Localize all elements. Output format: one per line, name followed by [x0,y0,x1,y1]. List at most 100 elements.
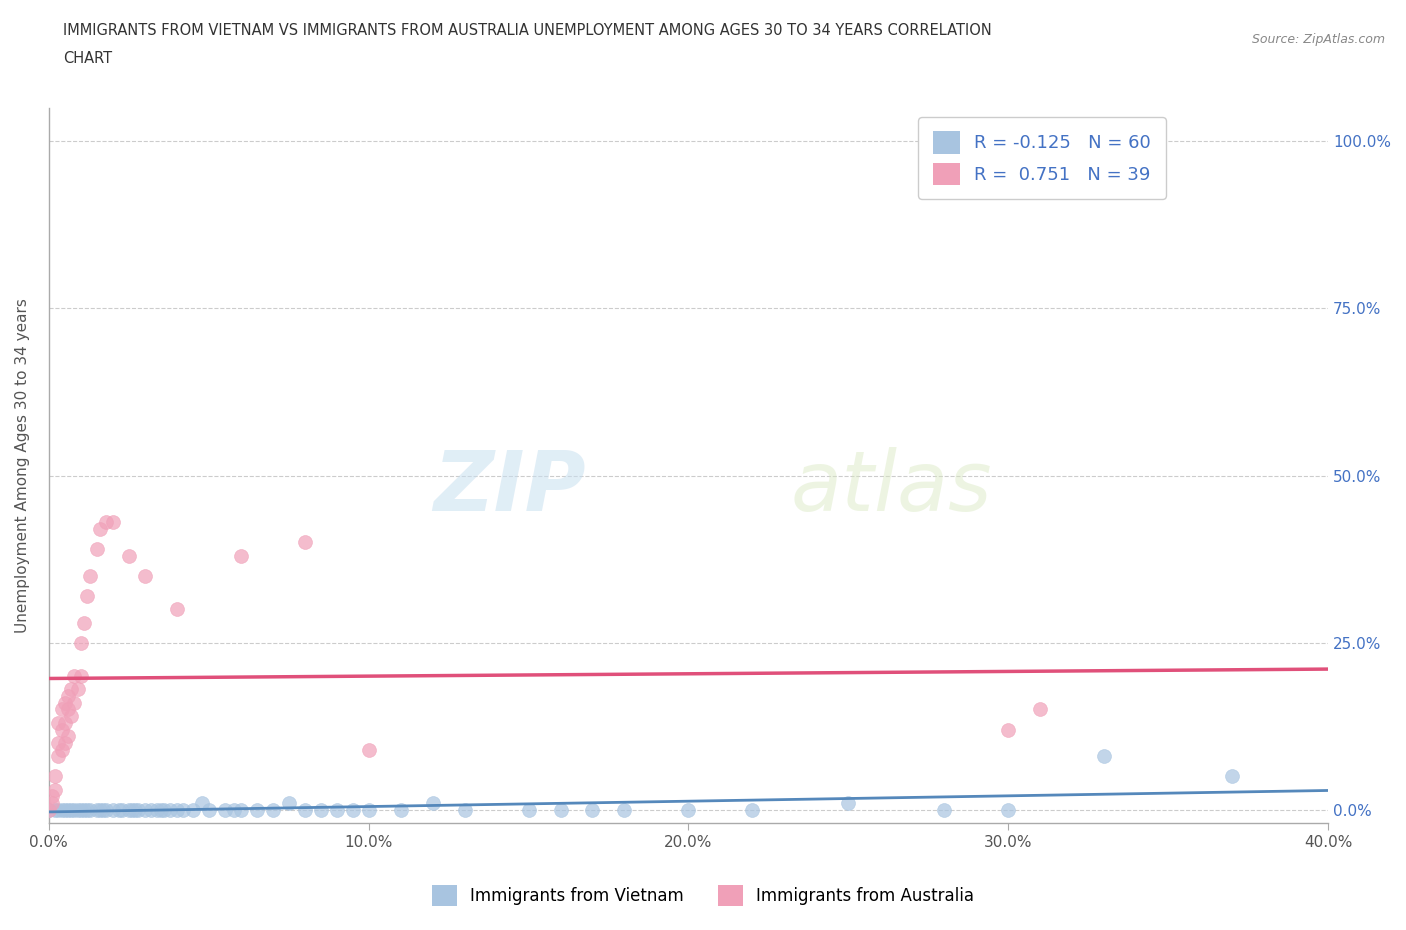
Point [422,795,444,810]
Point [741,803,763,817]
Point [86,803,108,817]
Point [934,803,956,817]
Point [389,803,412,817]
Text: atlas: atlas [790,446,993,527]
Text: CHART: CHART [63,51,112,66]
Point [41,795,63,810]
Point [357,803,380,817]
Point [1029,702,1052,717]
Point [89,522,111,537]
Point [118,549,141,564]
Point [44,803,66,817]
Legend: Immigrants from Vietnam, Immigrants from Australia: Immigrants from Vietnam, Immigrants from… [426,879,980,912]
Text: Source: ZipAtlas.com: Source: ZipAtlas.com [1251,33,1385,46]
Point [73,615,96,630]
Point [53,715,76,730]
Point [181,803,204,817]
Point [101,515,124,530]
Point [44,782,66,797]
Point [997,803,1019,817]
Point [89,803,111,817]
Point [79,803,101,817]
Point [1220,769,1243,784]
Point [56,689,79,704]
Y-axis label: Unemployment Among Ages 30 to 34 years: Unemployment Among Ages 30 to 34 years [15,299,30,633]
Point [46,715,69,730]
Point [46,736,69,751]
Point [56,702,79,717]
Point [262,803,284,817]
Text: ZIP: ZIP [433,446,586,527]
Point [60,803,83,817]
Point [56,803,79,817]
Point [1092,749,1115,764]
Point [124,803,146,817]
Point [96,803,118,817]
Point [229,549,252,564]
Point [96,515,118,530]
Point [997,722,1019,737]
Point [51,722,73,737]
Point [613,803,636,817]
Point [51,803,73,817]
Point [166,602,188,617]
Point [73,803,96,817]
Point [134,568,156,583]
Point [517,803,540,817]
Point [159,803,181,817]
Point [139,803,162,817]
Point [66,803,89,817]
Point [146,803,169,817]
Point [69,635,91,650]
Point [51,742,73,757]
Point [837,795,859,810]
Point [309,803,332,817]
Point [60,682,83,697]
Point [325,803,347,817]
Point [56,729,79,744]
Point [678,803,700,817]
Point [76,589,98,604]
Point [51,702,73,717]
Point [166,803,188,817]
Point [581,803,603,817]
Point [342,803,364,817]
Point [108,803,131,817]
Point [197,803,219,817]
Point [153,803,176,817]
Point [294,535,316,550]
Point [91,803,114,817]
Point [63,696,86,711]
Point [53,803,76,817]
Point [86,541,108,556]
Point [121,803,143,817]
Point [101,803,124,817]
Point [277,795,299,810]
Point [294,803,316,817]
Point [79,568,101,583]
Point [357,742,380,757]
Point [246,803,269,817]
Point [214,803,236,817]
Point [69,803,91,817]
Point [69,669,91,684]
Point [453,803,475,817]
Point [134,803,156,817]
Point [41,789,63,804]
Point [53,696,76,711]
Point [172,803,194,817]
Point [224,803,246,817]
Point [111,803,134,817]
Point [44,769,66,784]
Point [191,795,214,810]
Point [53,736,76,751]
Point [76,803,98,817]
Point [38,803,60,817]
Text: IMMIGRANTS FROM VIETNAM VS IMMIGRANTS FROM AUSTRALIA UNEMPLOYMENT AMONG AGES 30 : IMMIGRANTS FROM VIETNAM VS IMMIGRANTS FR… [63,23,993,38]
Point [66,682,89,697]
Point [127,803,149,817]
Point [149,803,172,817]
Legend: R = -0.125   N = 60, R =  0.751   N = 39: R = -0.125 N = 60, R = 0.751 N = 39 [918,117,1166,199]
Point [63,669,86,684]
Point [118,803,141,817]
